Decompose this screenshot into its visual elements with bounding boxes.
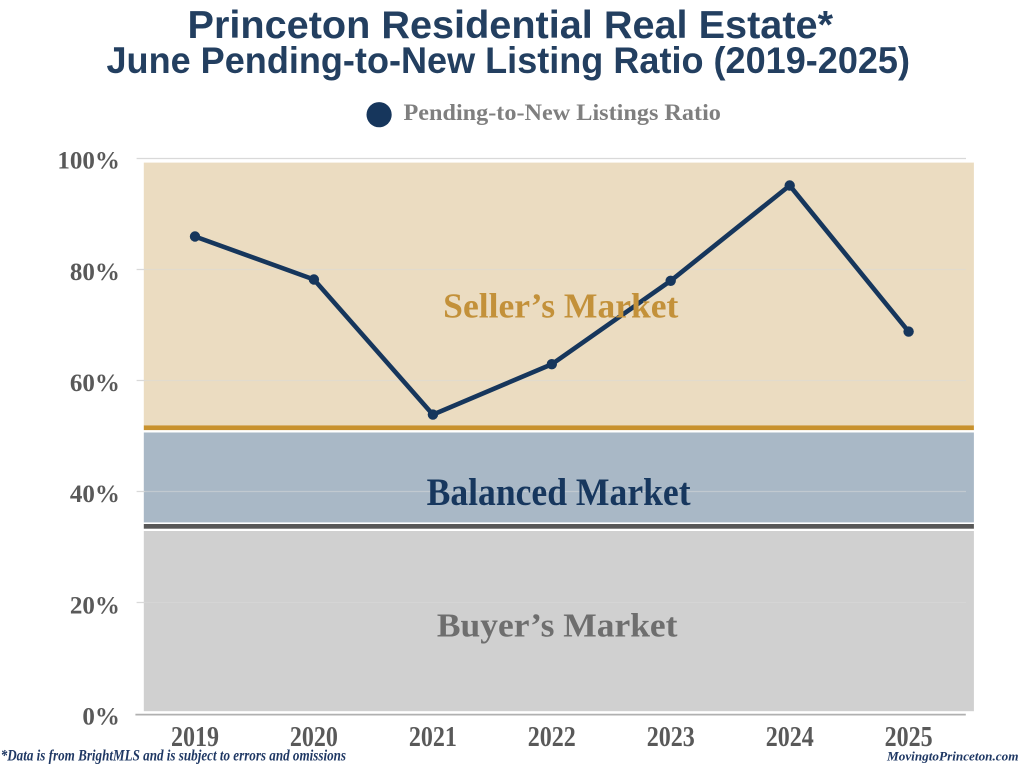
svg-text:2022: 2022 [528, 722, 576, 753]
svg-text:Princeton Residential Real Est: Princeton Residential Real Estate* [188, 4, 834, 47]
svg-text:2023: 2023 [647, 722, 695, 753]
svg-text:100%: 100% [57, 148, 120, 175]
svg-text:June Pending-to-New Listing Ra: June Pending-to-New Listing Ratio (2019-… [107, 39, 911, 81]
svg-text:Buyer’s Market: Buyer’s Market [437, 607, 678, 644]
svg-text:60%: 60% [70, 370, 120, 397]
svg-text:40%: 40% [70, 481, 120, 508]
svg-text:2021: 2021 [409, 722, 457, 753]
svg-text:80%: 80% [70, 259, 120, 286]
svg-text:20%: 20% [70, 592, 120, 619]
svg-text:*Data is from BrightMLS and is: *Data is from BrightMLS and is subject t… [1, 748, 346, 765]
svg-text:2020: 2020 [290, 722, 338, 753]
svg-text:0%: 0% [82, 704, 120, 731]
svg-text:2024: 2024 [766, 722, 814, 753]
svg-text:Seller’s Market: Seller’s Market [443, 288, 679, 326]
svg-text:Pending-to-New Listings Ratio: Pending-to-New Listings Ratio [404, 100, 721, 125]
svg-text:MovingtoPrinceton.com: MovingtoPrinceton.com [886, 749, 1019, 763]
svg-text:Balanced Market: Balanced Market [427, 472, 691, 514]
svg-text:2025: 2025 [885, 722, 933, 753]
svg-text:2019: 2019 [171, 722, 219, 753]
